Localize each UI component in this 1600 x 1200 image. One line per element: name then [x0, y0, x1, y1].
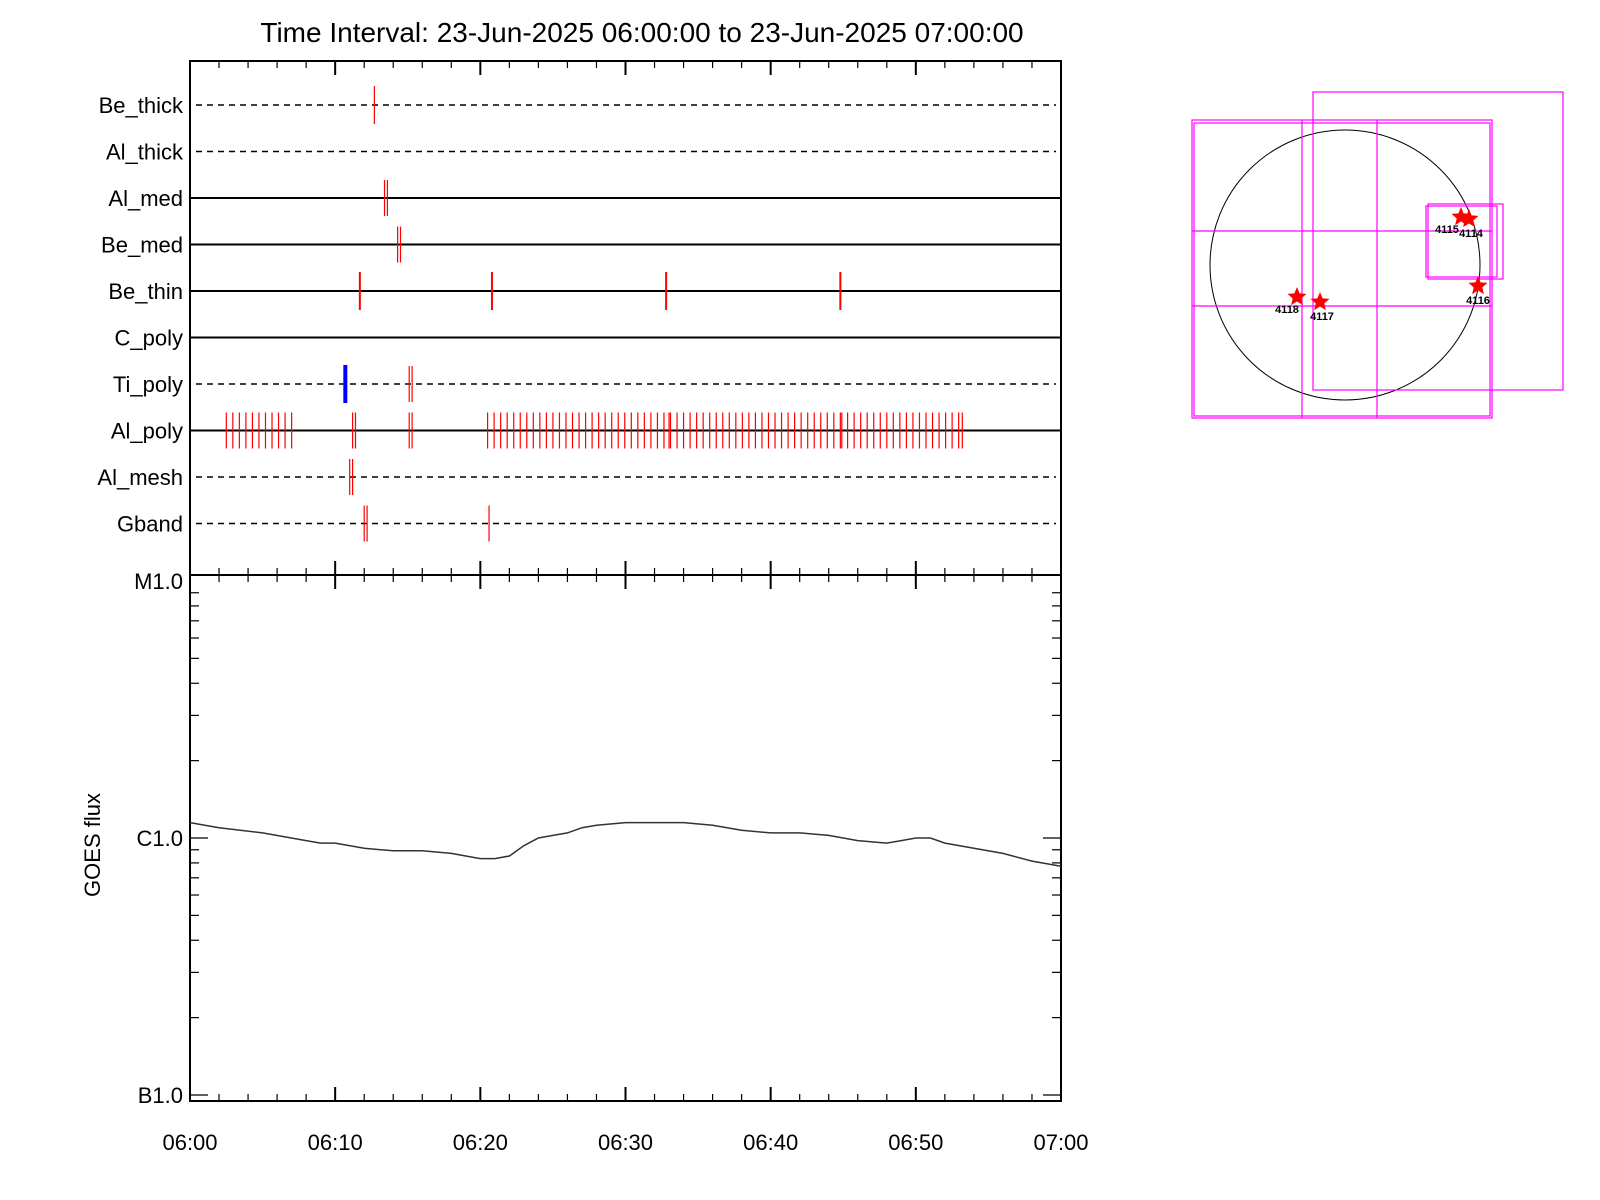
solar-map: 4115 4114 4118 4117 4116: [1191, 91, 1564, 419]
goes-ticks: M1.0 C1.0 B1.0: [134, 569, 1061, 1108]
timeline-row-label: C_poly: [115, 326, 183, 351]
timeline-rows: Be_thick Al_thick Al_med Be_med Be_thin C_pol…: [97, 86, 1061, 542]
timeline-frame: [189, 60, 1062, 576]
flare-star-icon: [1459, 209, 1479, 228]
y-tick-label: C1.0: [137, 826, 183, 851]
flare-star-icon: [1287, 287, 1307, 306]
timeline-row-label: Be_thick: [99, 93, 184, 118]
x-tick-label: 06:50: [888, 1130, 943, 1155]
timeline-panel: Be_thick Al_thick Al_med Be_med Be_thin C_pol…: [97, 60, 1089, 1155]
timeline-row-label: Al_thick: [106, 140, 184, 165]
timeline-row-label: Gband: [117, 512, 183, 537]
fov-box-offset: [1312, 91, 1564, 391]
flare-label: 4116: [1466, 295, 1490, 307]
timeline-row-label: Be_med: [101, 233, 183, 258]
timeline-row-label: Al_mesh: [97, 465, 183, 490]
flare-markers: 4115 4114 4118 4117 4116: [1275, 207, 1490, 323]
timeline-row-label: Ti_poly: [113, 372, 183, 397]
x-tick-label: 06:00: [162, 1130, 217, 1155]
flare-star-icon: [1468, 276, 1488, 295]
timeline-row-label: Be_thin: [108, 279, 183, 304]
y-tick-label: M1.0: [134, 569, 183, 594]
fov-box-small-ar-inner: [1425, 205, 1498, 278]
flare-label: 4114: [1459, 228, 1484, 240]
x-tick-label: 06:40: [743, 1130, 798, 1155]
flare-star-icon: [1310, 292, 1330, 311]
x-tick-label: 06:20: [453, 1130, 508, 1155]
x-tick-label: 06:10: [308, 1130, 363, 1155]
chart-title: Time Interval: 23-Jun-2025 06:00:00 to 2…: [260, 17, 1023, 48]
fov-box-large-inner: [1193, 122, 1491, 417]
flare-label: 4115: [1435, 224, 1459, 236]
flare-label: 4117: [1310, 311, 1334, 323]
flare-label: 4118: [1275, 304, 1299, 316]
goes-flux-line: [189, 821, 1062, 868]
fov-box-large: [1191, 119, 1493, 419]
fov-boxes: [1191, 91, 1564, 419]
goes-y-axis-label: GOES flux: [80, 793, 105, 897]
timeline-x-ticks: 06:00 06:10 06:20 06:30 06:40 06:50 07:00: [162, 61, 1089, 1155]
timeline-row-label: Al_poly: [111, 419, 183, 444]
fov-box-small-ar: [1427, 203, 1504, 280]
x-tick-label: 07:00: [1033, 1130, 1088, 1155]
solar-disk-limb: [1209, 129, 1481, 401]
x-tick-label: 06:30: [598, 1130, 653, 1155]
goes-panel: M1.0 C1.0 B1.0 GOES flux: [80, 569, 1062, 1108]
y-tick-label: B1.0: [138, 1083, 183, 1108]
timeline-row-label: Al_med: [108, 186, 183, 211]
